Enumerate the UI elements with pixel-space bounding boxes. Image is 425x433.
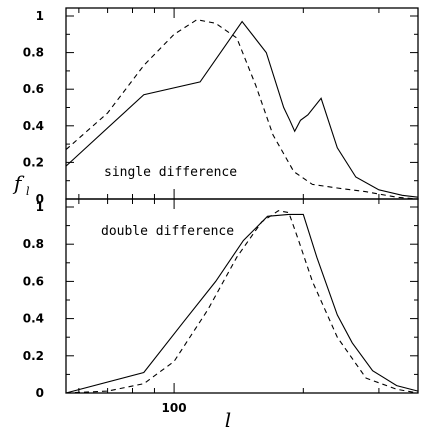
y-tick-label: 0.8 xyxy=(23,237,44,251)
top-panel-y-tick-labels: 0 0.2 0.4 0.6 0.8 1 xyxy=(23,9,44,206)
y-tick-label: 0 xyxy=(36,386,44,400)
bottom-panel-y-tick-labels: 0 0.2 0.4 0.6 0.8 1 xyxy=(23,200,44,400)
y-axis-label: f xyxy=(12,171,25,195)
dashed-series-line xyxy=(65,210,419,394)
bottom-panel-frame xyxy=(65,198,419,394)
bottom-panel: 0 0.2 0.4 0.6 0.8 1 double difference xyxy=(23,198,419,400)
x-tick-labels: 100 xyxy=(162,401,187,415)
y-tick-label: 0.4 xyxy=(23,119,44,133)
solid-series-line xyxy=(65,213,419,394)
y-tick-label: 0.2 xyxy=(23,155,44,169)
y-tick-label: 0.8 xyxy=(23,46,44,60)
y-tick-label: 0.6 xyxy=(23,82,44,96)
y-tick-label: 1 xyxy=(36,9,44,23)
top-panel-series xyxy=(65,19,419,200)
y-tick-label: 0 xyxy=(36,192,44,206)
y-tick-label: 0.4 xyxy=(23,312,44,326)
dashed-series-line xyxy=(65,19,419,200)
bottom-panel-series xyxy=(65,210,419,394)
x-tick-label: 100 xyxy=(162,401,187,415)
bottom-panel-ticks xyxy=(66,199,418,394)
y-axis-label-subscript: l xyxy=(26,185,30,198)
y-tick-label: 0.6 xyxy=(23,274,44,288)
top-panel-ticks xyxy=(66,8,418,200)
y-tick-label: 0.2 xyxy=(23,349,44,363)
bottom-panel-annotation: double difference xyxy=(101,224,234,239)
top-panel-annotation: single difference xyxy=(104,165,237,180)
solid-series-line xyxy=(65,20,419,198)
x-axis-label: l xyxy=(225,408,231,432)
top-panel: 0 0.2 0.4 0.6 0.8 1 single difference xyxy=(23,7,419,206)
y-tick-label: 1 xyxy=(36,200,44,214)
